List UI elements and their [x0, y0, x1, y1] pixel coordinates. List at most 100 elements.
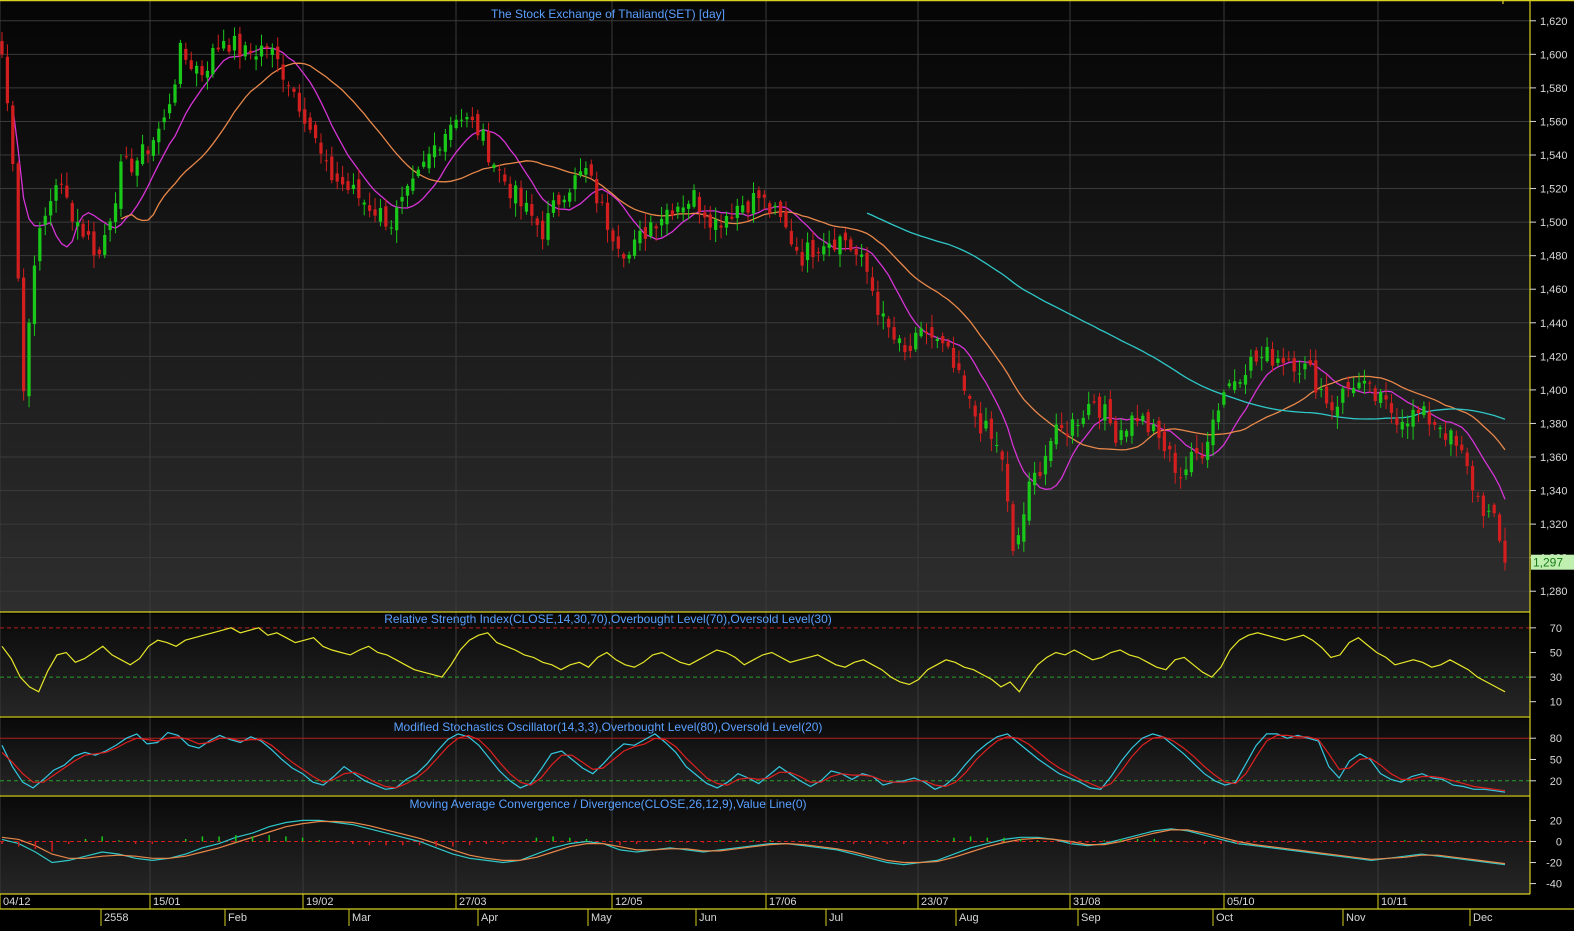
candle-body [400, 196, 404, 202]
candle-body [227, 44, 231, 52]
candle-body [822, 246, 826, 255]
candle-body [854, 248, 858, 255]
candle-body [146, 150, 150, 154]
candle-body [892, 327, 896, 340]
candle-body [919, 328, 923, 337]
candle-body [535, 218, 539, 225]
candle-body [838, 236, 842, 255]
axis-layer: 04/12 15/01 19/02 27/03 12/05 17/06 23/07 31/08… [0, 16, 1568, 926]
candle-body [1460, 444, 1464, 451]
candle-body [649, 222, 653, 237]
candle-body [1454, 435, 1458, 446]
candle-body [384, 206, 388, 227]
candle-body [692, 190, 696, 207]
candle-body [0, 41, 4, 55]
candle-body [1173, 452, 1177, 473]
candle-body [49, 201, 53, 216]
candle-body [551, 200, 556, 213]
candle-body [519, 187, 523, 207]
price-panel-bg [0, 0, 1530, 612]
stoch-panel-title: Modified Stochastics Oscillator(14,3,3),… [394, 720, 823, 734]
candle-body [92, 231, 96, 256]
price-y-tick-label: 1,360 [1540, 452, 1568, 464]
candle-body [1157, 420, 1161, 438]
candle-body [1276, 358, 1280, 363]
x-month-label: Aug [959, 912, 979, 924]
candle-body [1406, 423, 1410, 427]
price-y-tick-label: 1,340 [1540, 486, 1568, 498]
candle-body [503, 174, 507, 182]
candle-body [676, 206, 680, 213]
candle-body [486, 131, 491, 163]
candle-body [1189, 451, 1194, 473]
candle-body [1211, 419, 1215, 446]
candle-body [708, 214, 712, 228]
candle-body [1227, 383, 1231, 387]
candle-body [378, 208, 383, 222]
candle-body [816, 252, 820, 254]
indicator-y-tick-label: 70 [1550, 623, 1562, 635]
candle-body [914, 332, 918, 350]
indicator-y-tick-label: 0 [1556, 836, 1562, 848]
x-month-label: Jul [829, 912, 843, 924]
candle-body [1054, 424, 1058, 445]
price-y-tick-label: 1,560 [1540, 116, 1568, 128]
candle-body [54, 185, 58, 201]
x-month-label: Apr [481, 912, 498, 924]
candle-body [773, 205, 777, 208]
candle-body [1373, 388, 1377, 402]
candle-body [195, 65, 199, 74]
x-month-label: Mar [352, 912, 371, 924]
candle-body [643, 227, 647, 239]
candle-body [1184, 469, 1188, 476]
candle-body [465, 117, 469, 120]
candle-body [1195, 447, 1199, 454]
candle-body [16, 163, 20, 279]
candle-body [1270, 349, 1275, 366]
candle-body [1260, 357, 1264, 359]
candle-body [622, 253, 626, 259]
candle-body [1206, 441, 1210, 460]
candle-body [805, 242, 810, 261]
candle-body [784, 211, 788, 228]
candle-body [1297, 373, 1302, 375]
price-y-tick-label: 1,600 [1540, 49, 1568, 61]
candle-body [1038, 471, 1042, 476]
candle-body [1033, 472, 1037, 486]
candle-body [946, 341, 950, 347]
candle-body [65, 185, 69, 198]
x-month-label: Oct [1216, 912, 1233, 924]
candle-body [276, 46, 280, 60]
indicator-y-tick-label: 10 [1550, 697, 1562, 709]
candle-body [562, 199, 566, 203]
candle-body [265, 46, 269, 49]
candle-body [308, 117, 312, 130]
candle-body [897, 338, 902, 344]
candle-body [351, 184, 356, 190]
x-month-label: Jun [699, 912, 717, 924]
candle-body [1400, 421, 1404, 430]
rsi-panel-bg [0, 614, 1530, 716]
candle-body [313, 124, 318, 139]
candle-body [697, 196, 702, 212]
candle-layer [0, 27, 1507, 852]
candle-body [1114, 420, 1118, 443]
x-date-label: 10/11 [1381, 896, 1408, 908]
candle-body [32, 265, 37, 325]
candle-body [573, 175, 577, 190]
candle-body [1233, 381, 1237, 391]
candle-body [865, 252, 869, 272]
candle-body [957, 363, 961, 370]
candle-body [524, 202, 529, 212]
candle-body [973, 405, 977, 417]
candle-body [443, 133, 447, 152]
candle-body [1011, 504, 1015, 552]
candle-body [870, 277, 875, 292]
candle-body [681, 207, 685, 213]
candle-body [616, 236, 620, 249]
last-price-box [1531, 554, 1574, 570]
candle-body [789, 230, 793, 245]
macd-panel-title: Moving Average Convergence / Divergence(… [409, 797, 806, 811]
candle-body [670, 210, 675, 216]
